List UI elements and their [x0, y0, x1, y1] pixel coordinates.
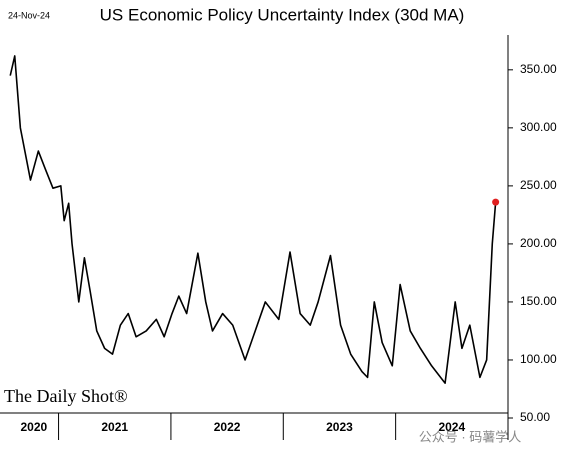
y-tick-label: 200.00: [520, 236, 557, 250]
source: The Daily Shot®: [4, 386, 128, 406]
watermark: 公众号 · 码薯学人: [419, 429, 522, 444]
chart-title: US Economic Policy Uncertainty Index (30…: [100, 5, 465, 24]
y-tick-label: 350.00: [520, 62, 557, 76]
x-tick-label: 2022: [214, 420, 241, 434]
y-tick-label: 100.00: [520, 352, 557, 366]
date-label: 24-Nov-24: [8, 10, 50, 20]
x-tick-label: 2023: [326, 420, 353, 434]
series-line: [9, 55, 497, 384]
y-tick-label: 50.00: [520, 410, 550, 424]
last-point: [492, 198, 500, 206]
x-tick-label: 2021: [101, 420, 128, 434]
y-tick-label: 250.00: [520, 178, 557, 192]
x-tick-label: 2020: [20, 420, 47, 434]
y-tick-label: 300.00: [520, 120, 557, 134]
x-tick-label: 2024: [438, 420, 465, 434]
y-tick-label: 150.00: [520, 294, 557, 308]
